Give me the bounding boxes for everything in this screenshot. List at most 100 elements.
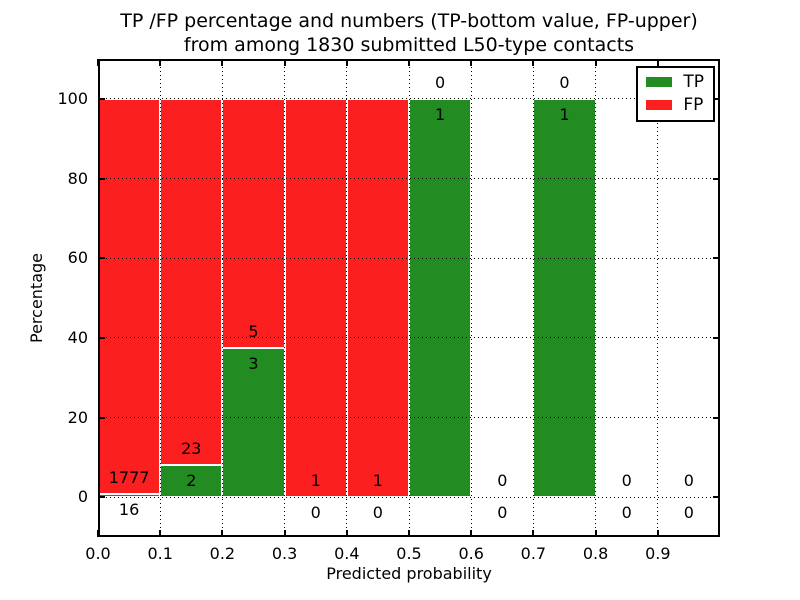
fp-count-label-3: 1	[310, 471, 321, 491]
v-gridline-0.3	[284, 59, 286, 537]
legend-item-tp: TP	[646, 73, 704, 91]
fp-count-label-8: 0	[621, 471, 632, 491]
x-axis-label: Predicted probability	[326, 564, 492, 583]
x-tick-top-0.0	[97, 59, 99, 66]
y-tick-label-60: 60	[67, 248, 88, 268]
fp-bar-4	[346, 98, 409, 498]
x-tick-top-0.1	[159, 59, 162, 66]
legend: TP FP	[636, 66, 715, 122]
x-tick-label-0.4: 0.4	[334, 544, 360, 563]
y-tick-label-20: 20	[67, 407, 88, 427]
x-tick-top-0.4	[345, 59, 348, 66]
x-tick-label-0.0: 0.0	[85, 544, 111, 563]
x-tick-top-0.6	[470, 59, 473, 66]
y-tick-label-0: 0	[77, 487, 88, 507]
chart-title-line1: TP /FP percentage and numbers (TP-bottom…	[120, 10, 698, 32]
legend-item-fp: FP	[646, 96, 704, 114]
x-tick-label-0.3: 0.3	[271, 544, 298, 563]
x-tick-bottom-0.7	[532, 530, 535, 537]
y-axis-label: Percentage	[27, 253, 46, 344]
plot-area: 1777 16 23 2 5 3 1 0 1 0 0 1 0 0 0 1 0 0 0 0 TP FP	[97, 59, 720, 537]
x-tick-bottom-0.6	[470, 530, 473, 537]
tp-count-label-2: 3	[248, 353, 259, 373]
y-tick-label-80: 80	[67, 168, 88, 188]
y-tick-left-80	[98, 177, 105, 180]
x-tick-top-0.9	[656, 59, 659, 66]
y-tick-label-40: 40	[67, 327, 88, 347]
x-tick-top-0.3	[283, 59, 286, 66]
tp-count-label-0: 16	[118, 499, 140, 519]
x-tick-top-0.8	[594, 59, 597, 66]
x-tick-top-0.5	[408, 59, 410, 66]
fp-count-label-6: 0	[497, 471, 508, 491]
v-gridline-0.2	[221, 59, 223, 537]
fp-bar-0	[98, 98, 161, 494]
x-tick-bottom-0.5	[408, 530, 410, 537]
y-tick-right-80	[713, 177, 720, 180]
x-tick-label-0.7: 0.7	[520, 544, 547, 563]
tp-count-label-4: 0	[372, 503, 383, 523]
tp-count-label-6: 0	[497, 503, 508, 523]
y-tick-right-60	[713, 257, 720, 260]
x-tick-label-0.6: 0.6	[458, 544, 484, 563]
y-tick-label-100: 100	[57, 88, 88, 108]
tp-bar-2	[222, 347, 285, 498]
x-tick-top-0.7	[532, 59, 535, 66]
fp-count-label-9: 0	[683, 471, 694, 491]
x-tick-label-0.2: 0.2	[209, 544, 236, 563]
y-tick-left-100	[98, 97, 105, 100]
fp-legend-swatch-icon	[646, 100, 673, 110]
legend-label-tp: TP	[683, 72, 704, 92]
fp-count-label-1: 23	[181, 439, 202, 459]
x-tick-top-0.2	[221, 59, 224, 66]
fp-count-label-4: 1	[372, 471, 383, 491]
x-tick-label-0.5: 0.5	[396, 544, 422, 563]
y-tick-right-40	[713, 336, 720, 339]
x-tick-label-0.1: 0.1	[147, 544, 173, 563]
tp-count-label-5: 1	[435, 104, 446, 124]
tp-count-label-1: 2	[186, 471, 197, 491]
tp-count-label-3: 0	[310, 503, 321, 523]
v-gridline-0.1	[159, 59, 161, 537]
fp-count-label-2: 5	[248, 321, 259, 341]
y-tick-right-20	[713, 416, 720, 419]
v-gridline-0.5	[408, 59, 410, 537]
x-tick-bottom-0.8	[594, 530, 597, 537]
tp-count-label-8: 0	[621, 503, 632, 523]
chart-title-line2: from among 1830 submitted L50-type conta…	[183, 34, 635, 56]
x-tick-bottom-0.0	[97, 530, 99, 537]
tp-bar-5	[409, 98, 472, 498]
y-tick-left-0	[98, 496, 105, 499]
tp-bar-7	[533, 98, 596, 498]
x-tick-bottom-0.9	[656, 530, 659, 537]
ticks-layer	[97, 59, 720, 537]
y-tick-right-100	[713, 97, 720, 100]
fp-count-label-5: 0	[435, 72, 446, 92]
v-gridline-0.6	[470, 59, 472, 537]
bars-layer	[98, 59, 720, 537]
fp-bar-2	[222, 98, 285, 348]
legend-label-fp: FP	[683, 95, 704, 115]
chart-title: TP /FP percentage and numbers (TP-bottom…	[98, 9, 720, 57]
y-tick-left-20	[98, 416, 105, 419]
fp-bar-3	[284, 98, 347, 498]
tp-count-label-7: 1	[559, 104, 570, 124]
gridlines-layer	[98, 59, 720, 537]
tp-count-label-9: 0	[683, 503, 694, 523]
fp-count-label-0: 1777	[108, 467, 150, 487]
x-tick-bottom-0.2	[221, 530, 224, 537]
v-gridline-0.8	[595, 59, 597, 537]
x-tick-label-0.9: 0.9	[645, 544, 671, 563]
x-tick-label-0.8: 0.8	[582, 544, 609, 563]
y-tick-right-0	[713, 496, 720, 499]
tp-legend-swatch-icon	[646, 77, 673, 87]
y-tick-left-60	[98, 257, 105, 260]
v-gridline-0.4	[346, 59, 348, 537]
v-gridline-0.7	[532, 59, 534, 537]
x-tick-bottom-0.4	[345, 530, 348, 537]
fp-count-label-7: 0	[559, 72, 570, 92]
fp-bar-1	[160, 98, 223, 466]
x-tick-bottom-0.3	[283, 530, 286, 537]
v-gridline-0.9	[657, 59, 659, 537]
